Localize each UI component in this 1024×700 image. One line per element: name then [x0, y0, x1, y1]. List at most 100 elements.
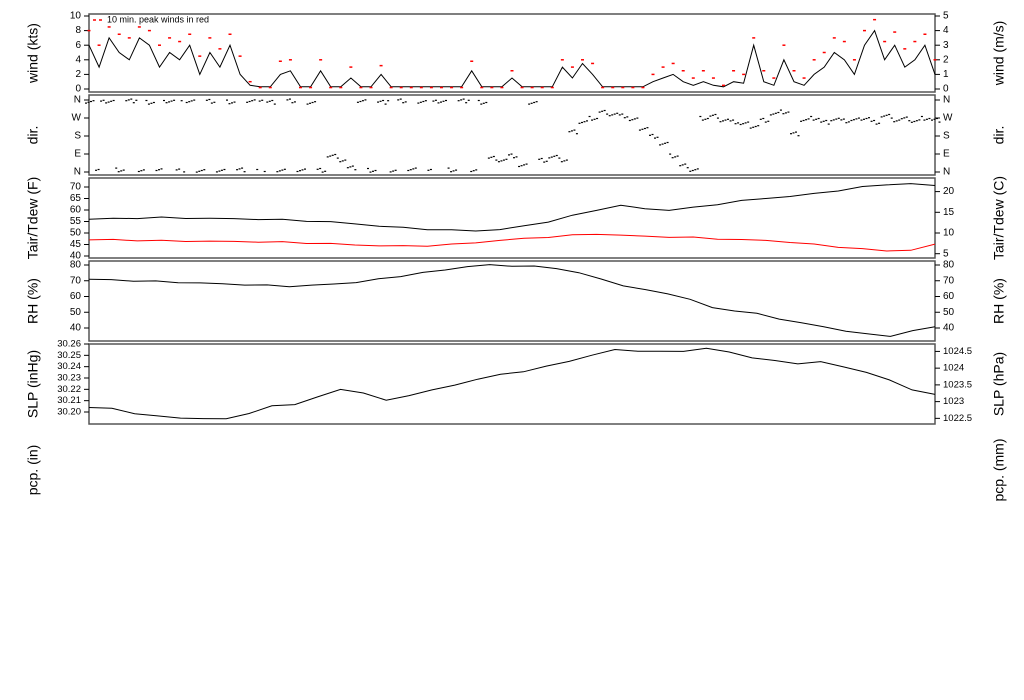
dir-point	[533, 101, 536, 104]
slp-ylabel-left: SLP (inHg)	[25, 350, 41, 418]
dir-point	[152, 101, 155, 104]
dir-point	[281, 169, 284, 171]
slp-ytick-label-left: 30.24	[57, 361, 81, 372]
dir-point	[107, 101, 110, 103]
dir-point	[661, 143, 664, 145]
dir-point	[180, 100, 183, 102]
dir-point	[696, 168, 699, 170]
dir-point	[742, 123, 745, 125]
dir-point	[920, 115, 923, 118]
dir-point	[686, 167, 689, 169]
dir-point	[283, 168, 286, 170]
dir-point	[228, 103, 231, 105]
dir-point	[238, 168, 241, 170]
dir-point	[724, 119, 727, 121]
temp-ytick-label-right: 20	[943, 186, 955, 197]
dir-point	[905, 116, 908, 118]
rh-ytick-label-right: 80	[943, 260, 955, 271]
dir-point	[409, 169, 412, 171]
dir-point	[394, 169, 397, 171]
dir-point	[203, 169, 206, 171]
dir-point	[205, 99, 208, 101]
dir-point	[792, 132, 795, 134]
dir-point	[178, 168, 181, 170]
temp-ylabel-left: Tair/Tdew (F)	[25, 177, 41, 259]
dir-point	[422, 100, 425, 103]
dir-point	[505, 158, 508, 160]
dir-point	[679, 165, 682, 167]
dir-point	[727, 118, 729, 120]
slp-ytick-label-left: 30.23	[57, 373, 81, 384]
dir-point	[115, 167, 118, 169]
dir-point	[538, 158, 541, 160]
dir-point	[424, 100, 427, 102]
dir-point	[361, 100, 364, 102]
dir-point	[772, 113, 775, 115]
dir-point	[759, 118, 762, 120]
dir-point	[402, 102, 405, 104]
dir-point	[482, 102, 485, 104]
dir-point	[140, 170, 143, 172]
dir-point	[339, 161, 342, 163]
dir-ylabel-left: dir.	[25, 126, 41, 145]
dir-point	[611, 114, 614, 116]
dir-point	[291, 102, 294, 104]
dir-point	[596, 117, 599, 120]
dir-point	[102, 99, 105, 101]
dir-point	[324, 170, 327, 172]
wind-ytick-label-left: 8	[75, 25, 81, 36]
dir-point	[832, 119, 835, 121]
dir-point	[669, 153, 672, 155]
rh-ylabel-right: RH (%)	[991, 278, 1007, 324]
wind-ytick-label-left: 2	[75, 69, 81, 80]
dir-point	[334, 153, 337, 156]
dir-point	[691, 169, 694, 172]
dir-point	[603, 109, 606, 112]
dir-point	[90, 100, 92, 103]
dir-point	[636, 117, 639, 119]
dir-point	[656, 136, 659, 138]
dir-point	[349, 166, 352, 168]
slp-ytick-label-left: 30.20	[57, 407, 81, 418]
rh-plot-frame	[88, 260, 936, 342]
wind-annotation: 10 min. peak winds in red	[107, 14, 209, 24]
dir-point	[659, 144, 662, 146]
dir-point	[170, 100, 173, 102]
dir-point	[100, 100, 103, 102]
dir-point	[344, 159, 347, 161]
dir-point	[419, 101, 422, 103]
slp-ytick-label-right: 1023.5	[943, 379, 972, 390]
dir-point	[676, 155, 679, 157]
dir-point	[752, 126, 755, 128]
dir-point	[246, 101, 249, 103]
dir-point	[757, 125, 760, 127]
dir-point	[628, 119, 631, 122]
dir-ytick-label-left: E	[74, 149, 81, 160]
dir-point	[513, 157, 515, 159]
dir-point	[684, 163, 687, 165]
slp-plot-frame	[88, 343, 936, 425]
dir-point	[190, 100, 193, 102]
dir-point	[319, 167, 322, 170]
dir-point	[105, 102, 108, 104]
dir-point	[417, 102, 420, 104]
rh-ytick-label-right: 60	[943, 291, 955, 302]
dir-point	[223, 168, 226, 171]
dir-point	[492, 155, 495, 158]
dir-point	[586, 120, 588, 122]
dir-ytick-label-left: S	[74, 131, 81, 142]
dir-point	[354, 169, 357, 171]
dir-point	[155, 169, 158, 172]
dir-point	[915, 120, 918, 122]
dir-point	[575, 133, 578, 135]
dir-point	[397, 99, 400, 101]
dir-point	[651, 133, 654, 136]
dir-point	[475, 169, 478, 171]
dir-point	[878, 122, 881, 124]
dir-point	[593, 118, 596, 120]
dir-point	[210, 102, 213, 104]
dir-plot-frame	[88, 94, 936, 176]
dir-point	[462, 98, 465, 100]
dir-point	[774, 112, 777, 114]
dir-point	[266, 101, 269, 103]
